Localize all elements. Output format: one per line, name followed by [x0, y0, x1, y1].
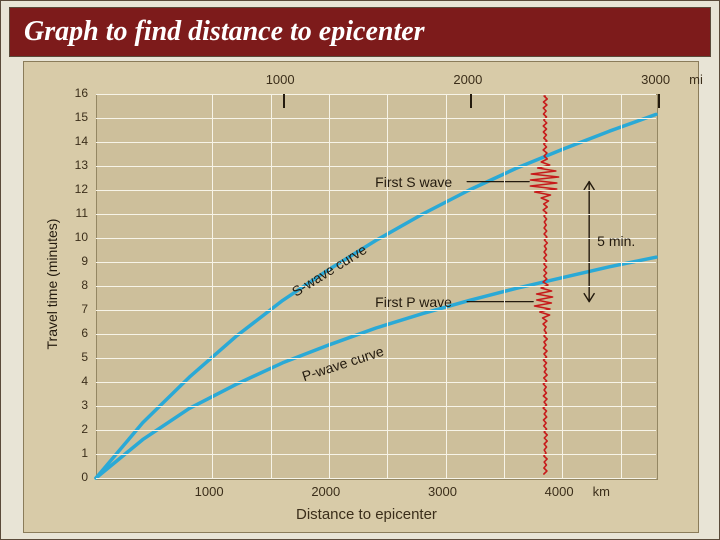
grid-line-v — [562, 94, 563, 478]
y-tick-label: 12 — [75, 182, 88, 196]
grid-line-h — [96, 286, 656, 287]
y-tick-label: 3 — [81, 398, 88, 412]
grid-line-h — [96, 262, 656, 263]
y-tick-label: 5 — [81, 350, 88, 364]
top-tick — [283, 94, 285, 108]
grid-line-v — [504, 94, 505, 478]
x-tick-label-km: 2000 — [311, 484, 340, 499]
x-axis-title: Distance to epicenter — [296, 506, 437, 523]
x-tick-label-km: 4000 — [545, 484, 574, 499]
y-tick-label: 6 — [81, 326, 88, 340]
x-unit-mi: mi — [689, 72, 703, 87]
y-tick-label: 10 — [75, 230, 88, 244]
x-tick-label-mi: 3000 — [641, 72, 670, 87]
y-tick-label: 16 — [75, 86, 88, 100]
grid-line-h — [96, 478, 656, 479]
x-tick-label-km: 1000 — [195, 484, 224, 499]
x-tick-label-mi: 2000 — [453, 72, 482, 87]
grid-line-h — [96, 382, 656, 383]
grid-line-h — [96, 118, 656, 119]
y-tick-label: 4 — [81, 374, 88, 388]
grid-line-v — [446, 94, 447, 478]
plot-area — [96, 94, 658, 480]
grid-line-h — [96, 190, 656, 191]
grid-line-h — [96, 238, 656, 239]
y-tick-label: 7 — [81, 302, 88, 316]
title-text: Graph to find distance to epicenter — [24, 16, 425, 47]
top-tick — [470, 94, 472, 108]
grid-line-h — [96, 334, 656, 335]
epicenter-graph: Travel time (minutes) Distance to epicen… — [23, 61, 699, 533]
grid-line-v — [271, 94, 272, 478]
grid-line-h — [96, 214, 656, 215]
slide: Graph to find distance to epicenter Trav… — [0, 0, 720, 540]
y-tick-label: 0 — [81, 470, 88, 484]
first-s-label: First S wave — [375, 174, 452, 190]
grid-line-h — [96, 430, 656, 431]
y-tick-label: 1 — [81, 446, 88, 460]
grid-line-h — [96, 406, 656, 407]
top-tick — [658, 94, 660, 108]
x-tick-label-mi: 1000 — [266, 72, 295, 87]
y-tick-label: 11 — [76, 206, 88, 220]
y-tick-label: 8 — [81, 278, 88, 292]
y-tick-label: 13 — [75, 158, 88, 172]
first-p-label: First P wave — [375, 294, 452, 310]
x-tick-label-km: 3000 — [428, 484, 457, 499]
y-axis-title: Travel time (minutes) — [44, 204, 60, 364]
grid-line-v — [212, 94, 213, 478]
grid-line-h — [96, 166, 656, 167]
gap-label: 5 min. — [597, 233, 635, 249]
y-tick-label: 2 — [81, 422, 88, 436]
grid-line-v — [329, 94, 330, 478]
grid-line-v — [621, 94, 622, 478]
grid-line-h — [96, 94, 656, 95]
y-tick-label: 15 — [75, 110, 88, 124]
grid-line-h — [96, 454, 656, 455]
y-tick-label: 9 — [81, 254, 88, 268]
slide-title: Graph to find distance to epicenter — [9, 7, 711, 57]
grid-line-h — [96, 310, 656, 311]
x-unit-km: km — [593, 484, 610, 499]
grid-line-h — [96, 142, 656, 143]
y-tick-label: 14 — [75, 134, 88, 148]
grid-line-v — [387, 94, 388, 478]
